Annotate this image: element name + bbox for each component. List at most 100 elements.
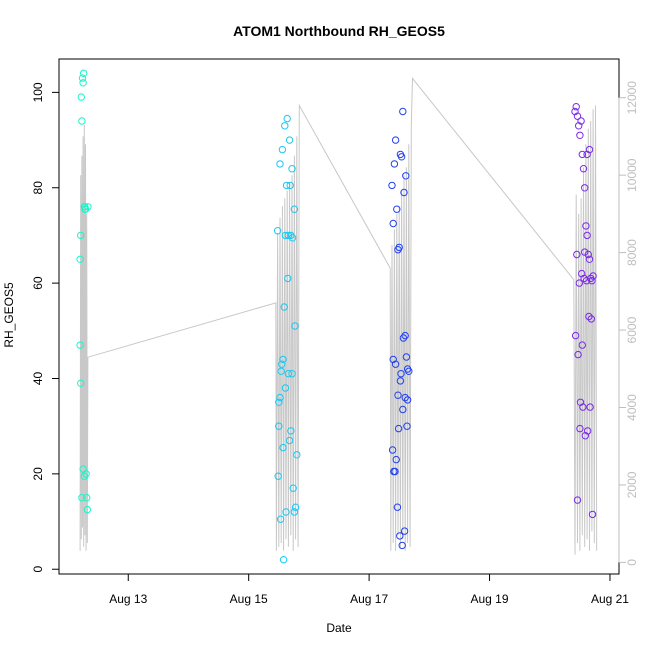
data-point [394,391,402,399]
data-point [401,393,409,402]
data-point [581,184,589,192]
data-point [397,370,405,378]
data-point [575,279,583,287]
data-point [573,112,582,120]
y-tick-label: 20 [31,467,45,481]
y2-tick-label: 12000 [625,81,639,115]
data-point [400,188,408,197]
x-tick-label: Aug 19 [471,592,509,606]
data-point [399,107,407,116]
data-point [388,181,396,190]
data-point [284,274,292,283]
data-point [83,494,91,502]
data-point [395,243,403,252]
data-point [400,527,409,535]
y2-tick-label: 4000 [625,394,639,421]
data-point [388,446,397,454]
data-point [582,222,590,230]
y-tick-label: 0 [31,566,45,573]
y-tick-label: 40 [31,372,45,386]
data-point [78,117,86,125]
data-point [285,136,294,144]
data-point [280,303,288,311]
data-point [585,255,594,263]
data-point [76,255,84,263]
data-point [585,312,593,321]
data-point [394,424,403,433]
data-point [392,455,400,464]
data-point [83,505,92,514]
data-point [397,153,406,161]
y2-tick-label: 10000 [625,158,639,192]
data-point [585,145,594,154]
altitude-layer [79,77,598,555]
axes-layer: 0 20 40 60 80 100 0 2000 4000 6000 8000 10000 12000 A… [31,81,639,606]
chart-title: ATOM1 Northbound RH_GEOS5 [233,23,445,39]
data-point [402,172,410,180]
data-point [396,532,404,540]
series-4 [571,103,597,519]
data-point [573,496,582,504]
y-axis-label: RH_GEOS5 [2,282,16,348]
data-point [284,231,293,240]
data-point [579,165,588,173]
data-point [282,181,291,190]
data-point [288,165,296,173]
data-point [393,205,401,213]
x-axis-label: Date [326,621,352,635]
data-point [291,503,300,511]
data-point [578,150,586,159]
points-layer [76,69,597,564]
data-point [577,117,585,125]
data-point [290,508,299,516]
data-point [80,69,88,78]
data-point [583,231,591,240]
data-point [77,93,86,101]
data-point [281,231,290,240]
data-point [283,114,291,123]
data-point [578,341,586,349]
data-point [391,136,400,144]
x-tick-label: Aug 15 [230,592,268,606]
data-point [274,472,282,480]
data-point [571,331,580,340]
data-point [398,541,406,550]
data-point [587,315,595,323]
y2-tick-label: 8000 [625,239,639,266]
data-point [399,334,408,342]
data-point [273,227,282,235]
data-point [275,422,283,430]
data-point [77,379,85,387]
data-point [393,503,402,511]
data-point [403,396,412,404]
data-point [403,422,411,430]
data-point [80,472,89,480]
data-point [290,205,299,213]
data-point [390,160,399,168]
data-point [293,451,301,459]
data-point [401,331,409,340]
data-point [389,219,397,228]
data-point [279,355,287,364]
data-point [390,467,398,476]
data-point [572,103,580,111]
data-point [589,272,597,280]
data-point [278,360,286,368]
data-point [580,274,588,283]
y2-tick-label: 6000 [625,316,639,343]
series-1 [76,69,92,514]
y2-tick-label: 0 [625,559,639,566]
data-point [78,494,86,502]
data-point [288,370,296,378]
series-2 [273,114,301,564]
data-point [285,436,294,445]
data-point [79,79,87,87]
data-point [284,370,293,378]
data-point [282,508,290,516]
data-point [281,122,289,130]
data-point [291,322,299,330]
data-point [77,231,85,240]
data-point [396,377,405,385]
